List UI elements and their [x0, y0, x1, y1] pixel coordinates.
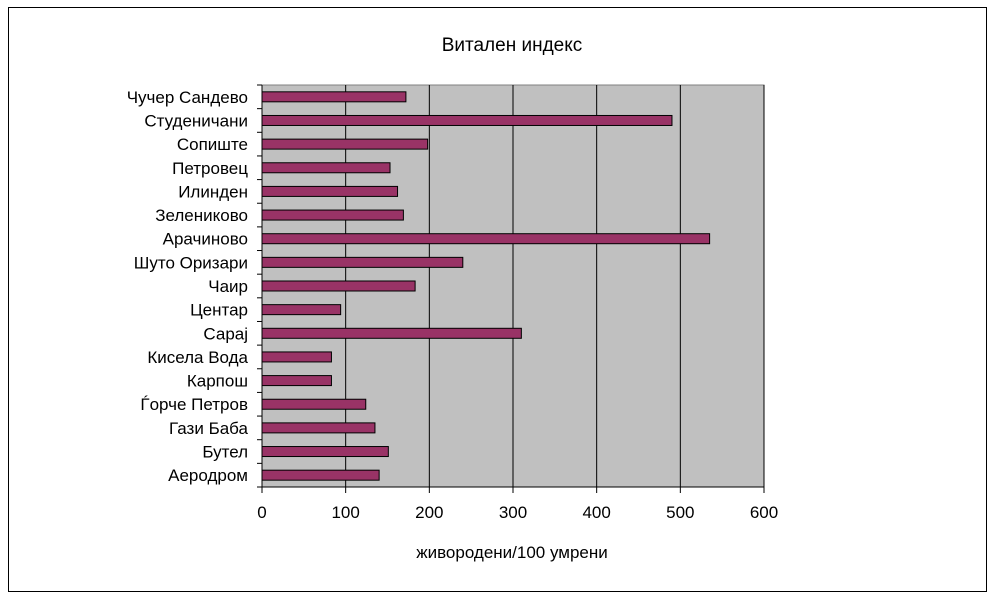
- bar: [261, 304, 342, 316]
- axes: [257, 84, 765, 493]
- category-label: Чучер Сандево: [127, 88, 248, 107]
- bar: [261, 469, 380, 481]
- bar: [261, 327, 522, 339]
- x-tick-label: 400: [582, 503, 610, 522]
- bar: [261, 422, 376, 434]
- category-label: Аеродром: [168, 466, 248, 485]
- bar: [261, 375, 332, 387]
- category-label: Кисела Вода: [147, 348, 248, 367]
- category-label: Студеничани: [144, 111, 248, 130]
- category-label: Сарај: [203, 324, 248, 343]
- category-label: Карпош: [187, 372, 248, 391]
- bar: [261, 256, 464, 268]
- category-label: Зелениково: [155, 206, 248, 225]
- x-tick-label: 600: [750, 503, 778, 522]
- bar: [261, 162, 391, 174]
- category-label: Петровец: [172, 159, 248, 178]
- bar: [261, 280, 416, 292]
- bar: [261, 91, 407, 103]
- gridlines: [345, 85, 765, 487]
- chart-title: Витален индекс: [442, 35, 583, 56]
- bar: [261, 185, 399, 197]
- x-tick-label: 0: [257, 503, 266, 522]
- category-label: Ѓорче Петров: [140, 395, 248, 414]
- bar: [261, 446, 389, 458]
- bar: [261, 138, 429, 150]
- x-tick-label: 300: [499, 503, 527, 522]
- x-axis-title: живородени/100 умрени: [416, 543, 608, 562]
- x-tick-label: 200: [415, 503, 443, 522]
- category-label: Арачиново: [163, 230, 248, 249]
- x-tick-label: 500: [666, 503, 694, 522]
- bars: [261, 91, 711, 481]
- category-label: Илинден: [178, 182, 248, 201]
- x-tick-label: 100: [331, 503, 359, 522]
- bar: [261, 209, 404, 221]
- x-tick-labels: 0 100 200 300 400 500 600: [257, 503, 778, 522]
- bar: [261, 351, 332, 363]
- category-label: Чаир: [208, 277, 248, 296]
- category-label: Сопиште: [177, 135, 248, 154]
- category-label: Центар: [190, 301, 248, 320]
- category-label: Гази Баба: [169, 419, 248, 438]
- category-label: Шуто Оризари: [134, 253, 248, 272]
- category-labels: Чучер Сандево Студеничани Сопиште Петровец И…: [127, 88, 249, 485]
- bar: [261, 398, 367, 410]
- bar: [261, 114, 673, 126]
- bar: [261, 233, 711, 245]
- category-label: Бутел: [202, 443, 248, 462]
